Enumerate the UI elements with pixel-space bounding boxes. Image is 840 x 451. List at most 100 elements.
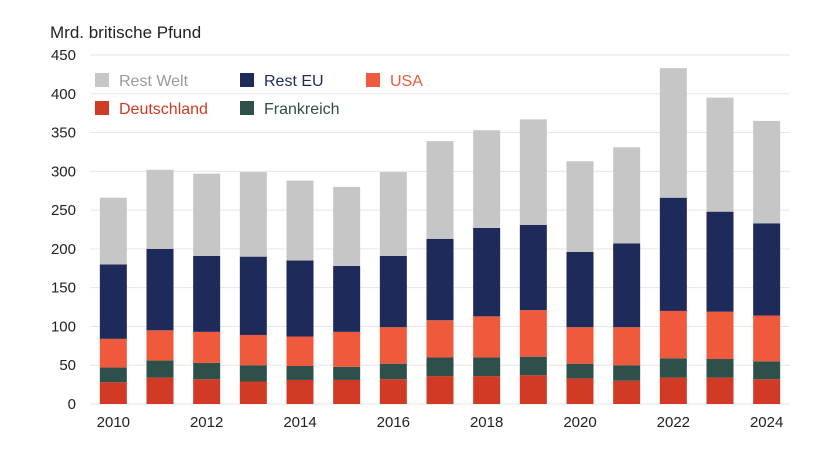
x-tick-label: 2016: [377, 414, 410, 431]
bar-segment-frankreich-2019: [519, 356, 547, 376]
bar-segment-rest-welt-2018: [473, 130, 501, 228]
bar-segment-usa-2024: [753, 315, 781, 362]
y-tick-label: 400: [51, 86, 76, 103]
x-tick-label: 2018: [470, 414, 503, 431]
bar-segment-rest-welt-2010: [99, 197, 127, 265]
bar-segment-usa-2018: [473, 316, 501, 358]
bar-segment-rest-welt-2023: [706, 97, 734, 212]
bar-segment-frankreich-2017: [426, 357, 454, 377]
bar-segment-deutschland-2016: [379, 379, 407, 404]
legend-label-rest-welt: Rest Welt: [119, 73, 189, 90]
bar-segment-rest-eu-2018: [473, 227, 501, 317]
y-tick-labels: 0 50 100 150 200 250 300 350 400 450: [51, 47, 76, 413]
bar-segment-rest-welt-2012: [193, 173, 221, 256]
bar-segment-rest-welt-2022: [659, 68, 687, 198]
bar-segment-frankreich-2020: [566, 363, 594, 379]
bar-segment-usa-2017: [426, 320, 454, 358]
y-tick-label: 300: [51, 163, 76, 180]
bar-segment-deutschland-2011: [146, 377, 174, 404]
y-tick-label: 0: [68, 396, 76, 413]
bar-segment-frankreich-2023: [706, 359, 734, 378]
bar-segment-rest-eu-2023: [706, 211, 734, 312]
bar-segment-frankreich-2024: [753, 361, 781, 380]
legend-label-frankreich: Frankreich: [264, 101, 340, 118]
y-tick-label: 200: [51, 241, 76, 258]
bar-segment-rest-eu-2024: [753, 223, 781, 316]
bar-segment-frankreich-2022: [659, 358, 687, 378]
legend-swatch-frankreich: [240, 101, 254, 115]
bar-segment-rest-eu-2022: [659, 197, 687, 311]
bar-segment-frankreich-2016: [379, 363, 407, 380]
legend-swatch-usa: [366, 73, 380, 87]
bar-segment-deutschland-2010: [99, 382, 127, 404]
legend: Rest Welt Rest EU USA Deutschland Frankreich: [95, 73, 423, 118]
bar-segment-rest-welt-2019: [519, 119, 547, 225]
bar-segment-rest-welt-2015: [333, 186, 361, 266]
bar-segment-usa-2023: [706, 311, 734, 360]
bar-segment-deutschland-2021: [613, 380, 641, 404]
bar-segment-rest-welt-2014: [286, 180, 314, 261]
bar-segment-usa-2012: [193, 331, 221, 363]
x-tick-labels: 2010 2012 2014 2016 2018 2020 2022 2024: [97, 414, 784, 431]
bar-segment-usa-2020: [566, 327, 594, 364]
bar-segment-deutschland-2024: [753, 379, 781, 404]
legend-label-deutschland: Deutschland: [119, 101, 208, 118]
bar-segment-deutschland-2017: [426, 376, 454, 404]
y-tick-label: 250: [51, 202, 76, 219]
y-tick-label: 350: [51, 125, 76, 142]
bar-segment-frankreich-2011: [146, 360, 174, 378]
bar-segment-rest-welt-2016: [379, 172, 407, 256]
bar-segment-frankreich-2013: [239, 365, 267, 382]
bar-segment-usa-2015: [333, 331, 361, 367]
bar-segment-deutschland-2019: [519, 375, 547, 404]
bar-segment-frankreich-2010: [99, 367, 127, 383]
bar-segment-rest-welt-2024: [753, 120, 781, 224]
bar-segment-deutschland-2022: [659, 377, 687, 404]
legend-label-usa: USA: [390, 73, 423, 90]
bar-segment-frankreich-2015: [333, 366, 361, 380]
bar-segment-usa-2022: [659, 310, 687, 359]
bar-segment-frankreich-2012: [193, 362, 221, 380]
bar-segment-rest-welt-2013: [239, 172, 267, 257]
bar-segment-rest-eu-2010: [99, 264, 127, 339]
x-tick-label: 2010: [97, 414, 130, 431]
bar-segment-deutschland-2014: [286, 379, 314, 404]
legend-swatch-rest-welt: [95, 73, 109, 87]
bar-segment-rest-eu-2020: [566, 251, 594, 328]
bar-segment-rest-eu-2013: [239, 256, 267, 335]
bar-segment-usa-2014: [286, 336, 314, 366]
x-tick-label: 2022: [657, 414, 690, 431]
y-axis-unit-label: Mrd. britische Pfund: [50, 23, 201, 42]
y-tick-label: 100: [51, 318, 76, 335]
bar-segment-deutschland-2012: [193, 379, 221, 404]
bar-segment-deutschland-2015: [333, 379, 361, 404]
bar-segment-rest-welt-2021: [613, 147, 641, 244]
bar-segment-rest-eu-2021: [613, 243, 641, 328]
x-tick-label: 2012: [190, 414, 223, 431]
bar-segment-deutschland-2020: [566, 378, 594, 404]
bar-segment-frankreich-2014: [286, 365, 314, 380]
y-tick-label: 50: [59, 357, 76, 374]
bar-segment-usa-2016: [379, 327, 407, 364]
bar-segment-rest-welt-2020: [566, 161, 594, 252]
bar-segment-rest-eu-2016: [379, 255, 407, 328]
bar-segment-usa-2019: [519, 310, 547, 357]
bar-segment-usa-2010: [99, 338, 127, 368]
legend-swatch-rest-eu: [240, 73, 254, 87]
y-tick-label: 450: [51, 47, 76, 64]
legend-label-rest-eu: Rest EU: [264, 73, 324, 90]
bar-segment-rest-eu-2019: [519, 224, 547, 311]
bars: [99, 68, 781, 404]
legend-swatch-deutschland: [95, 101, 109, 115]
bar-segment-deutschland-2018: [473, 376, 501, 404]
y-tick-label: 150: [51, 280, 76, 297]
bar-segment-rest-eu-2014: [286, 260, 314, 337]
bar-segment-frankreich-2021: [613, 365, 641, 381]
x-tick-label: 2020: [563, 414, 596, 431]
x-tick-label: 2024: [750, 414, 783, 431]
bar-segment-rest-welt-2017: [426, 141, 454, 239]
bar-segment-rest-eu-2012: [193, 255, 221, 332]
bar-segment-deutschland-2023: [706, 377, 734, 404]
bar-segment-rest-eu-2017: [426, 238, 454, 321]
